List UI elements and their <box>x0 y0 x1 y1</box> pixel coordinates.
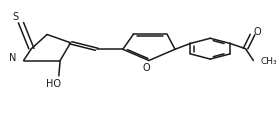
Text: N: N <box>9 53 17 63</box>
Text: O: O <box>143 63 150 73</box>
Text: S: S <box>13 12 19 22</box>
Text: CH₃: CH₃ <box>261 57 277 66</box>
Text: HO: HO <box>46 79 61 89</box>
Text: O: O <box>253 26 261 37</box>
